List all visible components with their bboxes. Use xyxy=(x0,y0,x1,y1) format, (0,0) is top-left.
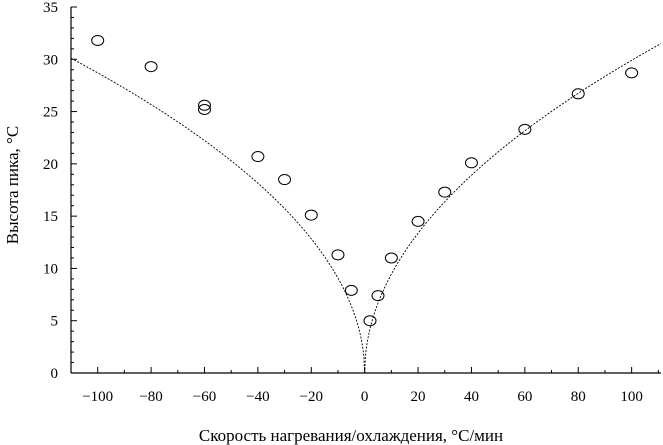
fit-curve-heating xyxy=(364,43,662,374)
y-axis-title: Высота пика, °C xyxy=(3,126,22,244)
data-point xyxy=(197,103,211,115)
x-tick-label: −20 xyxy=(300,389,323,405)
data-point xyxy=(518,123,532,135)
x-tick-label: 20 xyxy=(411,389,426,405)
y-ticks: 0 5 10 15 20 25 30 35 xyxy=(43,0,77,382)
data-point xyxy=(197,99,211,111)
data-points-group xyxy=(91,34,639,327)
data-point xyxy=(384,252,398,264)
y-tick-label: 10 xyxy=(43,261,58,277)
x-tick-label: 0 xyxy=(361,389,369,405)
y-tick-label: 25 xyxy=(43,105,58,121)
data-point xyxy=(363,315,377,327)
data-point xyxy=(331,249,345,261)
y-tick-label: 35 xyxy=(43,0,58,16)
data-point xyxy=(625,67,639,79)
y-tick-label: 15 xyxy=(43,209,58,225)
data-point xyxy=(304,209,318,221)
data-point xyxy=(251,151,265,163)
y-tick-label: 20 xyxy=(43,157,58,173)
fit-curve-cooling xyxy=(70,57,366,374)
x-tick-label: 60 xyxy=(517,389,532,405)
x-tick-label: 40 xyxy=(464,389,479,405)
x-ticks: −100 −80 −60 −40 −20 0 20 40 60 80 100 xyxy=(70,367,659,405)
x-tick-label: −80 xyxy=(139,389,162,405)
data-point xyxy=(464,157,478,169)
fit-curve-group xyxy=(70,43,662,374)
y-tick-label: 0 xyxy=(51,366,59,382)
data-point xyxy=(411,215,425,227)
y-tick-label: 5 xyxy=(51,314,59,330)
x-tick-label: 100 xyxy=(620,389,643,405)
data-point xyxy=(371,290,385,302)
data-point xyxy=(344,284,358,296)
data-point xyxy=(571,88,585,100)
x-tick-label: −60 xyxy=(193,389,216,405)
x-tick-label: −100 xyxy=(82,389,113,405)
data-point xyxy=(278,174,292,186)
x-axis-title: Скорость нагревания/охлаждения, °C/мин xyxy=(199,426,503,445)
data-point xyxy=(91,34,105,46)
y-tick-label: 30 xyxy=(43,52,58,68)
x-tick-label: 80 xyxy=(571,389,586,405)
plot-area: −100 −80 −60 −40 −20 0 20 40 60 80 100 0 5 10 15 20 25 3… xyxy=(43,0,662,405)
data-point xyxy=(438,186,452,198)
data-point xyxy=(144,61,158,73)
x-tick-label: −40 xyxy=(246,389,269,405)
